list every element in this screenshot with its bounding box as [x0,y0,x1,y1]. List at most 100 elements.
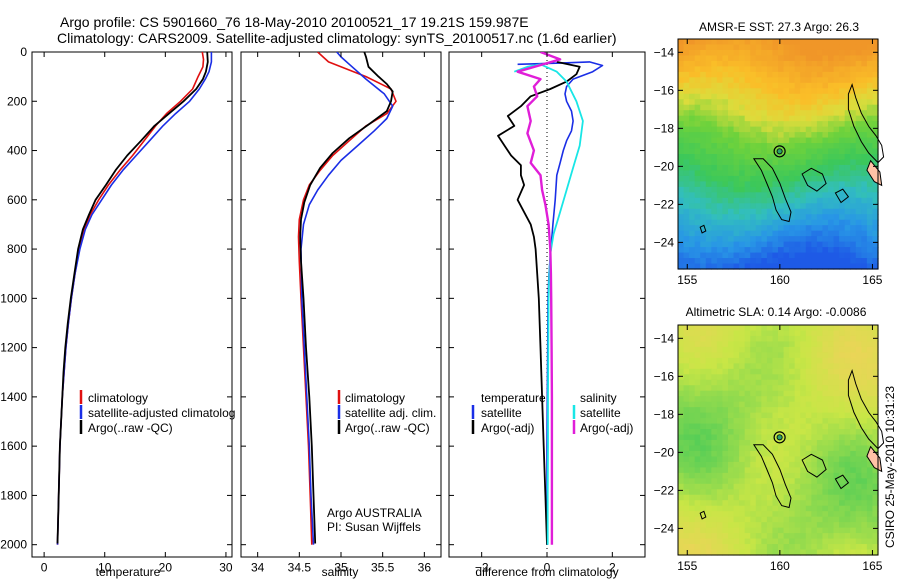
map-cell [778,192,785,199]
map-cell [739,137,746,144]
map-cell [705,330,712,337]
map-cell [833,104,840,111]
map-cell [872,445,879,452]
x-tick-label: 36 [418,560,432,574]
map-cell [866,390,874,397]
map-cell [689,148,696,155]
map-cell [816,374,824,381]
map-cell [811,527,818,534]
map-cell [839,258,846,265]
map-cell [678,60,685,67]
map-cell [750,472,757,479]
map-cell [694,154,701,161]
map-cell [805,99,812,106]
map-cell [800,230,807,237]
map-cell [739,148,746,155]
map-cell [711,192,718,199]
map-cell [766,82,774,89]
map-cell [705,538,712,545]
map-cell [833,148,840,155]
map-cell [739,533,746,540]
map-cell [722,71,729,78]
map-cell [805,252,812,259]
pi-annotation: PI: Susan Wijffels [327,520,421,534]
map-cell [866,230,874,237]
map-cell [755,214,762,221]
map-cell [872,39,879,46]
map-cell [772,516,779,523]
map-cell [728,110,735,117]
depth-tick-label: 200 [7,94,27,108]
map-cell [800,538,807,545]
map-cell [805,434,812,441]
map-cell [789,363,796,370]
map-cell [689,467,696,474]
map-cell [850,99,857,106]
map-cell [844,390,851,397]
map-cell [833,121,840,128]
map-cell [772,390,779,397]
map-cell [800,241,807,248]
map-cell [855,82,862,89]
map-cell [855,511,862,518]
map-cell [828,110,835,117]
map-cell [800,390,807,397]
map-cell [744,170,751,177]
map-cell [716,341,724,348]
map-cell [728,516,735,523]
map-cell [744,483,751,490]
map-cell [811,208,818,215]
map-cell [733,352,740,359]
map-cell [739,192,746,199]
map-cell [689,494,696,501]
map-cell [739,236,746,243]
map-cell [739,478,746,485]
map-cell [700,368,707,375]
map-cell [689,225,696,232]
map-cell [716,494,724,501]
map-cell [811,489,818,496]
map-cell [694,379,701,386]
map-cell [833,49,840,57]
map-cell [711,143,718,150]
map-cell [855,423,862,430]
map-cell [694,66,701,73]
map-cell [761,445,768,452]
map-cell [755,489,762,496]
map-cell [816,434,824,441]
map-cell [855,467,862,474]
map-cell [716,335,724,343]
map-cell [794,461,801,468]
map-cell [844,159,851,166]
map-cell [828,104,835,111]
map-cell [811,363,818,370]
map-cell [833,164,840,172]
map-cell [800,450,807,458]
map-cell [750,352,757,359]
map-cell [800,60,807,67]
map-cell [700,325,707,332]
map-cell [766,374,774,381]
map-cell [833,489,840,496]
map-cell [700,55,707,62]
map-cell [678,368,685,375]
map-cell [705,126,712,133]
map-cell [694,121,701,128]
map-cell [722,429,729,436]
map-cell [811,401,818,408]
lat-tick-label: −14 [654,331,675,345]
map-cell [800,203,807,210]
map-cell [733,126,740,133]
map-cell [722,450,729,458]
map-cell [716,230,724,237]
difference-legend: temperature salinity satellite Argo(-adj… [471,391,633,435]
map-cell [755,500,762,507]
map-cell [761,335,768,343]
map-cell [678,219,685,226]
map-cell [761,225,768,232]
map-cell [805,214,812,221]
map-cell [789,258,796,265]
map-cell [755,66,762,73]
legend-label-temp-satellite: satellite [481,406,522,420]
map-cell [728,445,735,452]
